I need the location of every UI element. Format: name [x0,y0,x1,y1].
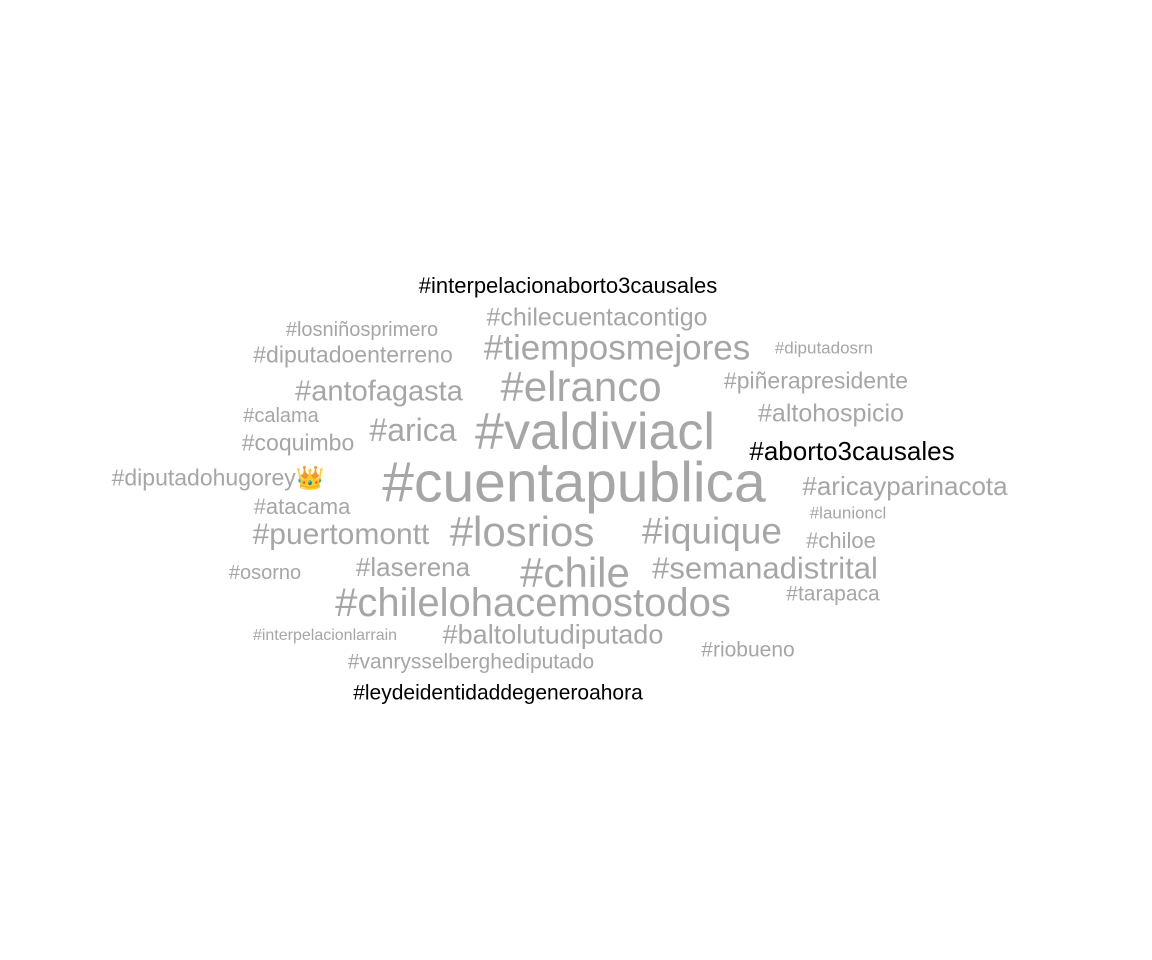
word-launioncl: #launioncl [809,503,887,523]
word-elranco: #elranco [500,363,662,410]
word-puertomontt: #puertomontt [252,518,430,551]
word-semanadistrital: #semanadistrital [652,550,878,586]
word-riobueno: #riobueno [701,638,795,662]
word-arica: #arica [369,412,457,448]
word-diputadohugorey: #diputadohugorey👑 [111,464,325,491]
word-chile: #chile [520,549,630,596]
word-valdiviacl: #valdiviacl [475,403,715,461]
word-aricayparinacota: #aricayparinacota [802,471,1008,501]
word-chilelohacemostodos: #chilelohacemostodos [335,581,731,625]
word-coquimbo: #coquimbo [241,429,355,456]
word-osorno: #osorno [228,562,302,584]
word-baltolutudiputado: #baltolutudiputado [442,619,664,650]
word-altohospicio: #altohospicio [758,399,904,428]
word-calama: #calama [243,405,319,427]
word-iquique: #iquique [642,510,782,552]
word-tarapaca: #tarapaca [786,582,880,606]
word-chilecuentacontigo: #chilecuentacontigo [486,303,708,332]
word-atacama: #atacama [253,494,351,519]
word-aborto3causales: #aborto3causales [749,436,955,466]
word-diputadosrn: #diputadosrn [774,338,874,358]
word-vanrysselberghediputado: #vanrysselberghediputado [347,650,595,674]
word-interpelacionaborto3causales: #interpelacionaborto3causales [418,273,718,298]
word-laserena: #laserena [355,552,471,582]
word-losninosprimero: #losniñosprimero [285,319,439,341]
word-pinerapresidente: #piñerapresidente [723,367,909,394]
word-leydeidentidaddegeneroahora: #leydeidentidaddegeneroahora [353,681,643,705]
word-tiemposmejores: #tiemposmejores [483,328,751,368]
word-chiloe: #chiloe [806,528,876,553]
word-interpelacionlarrain: #interpelacionlarrain [252,627,398,644]
word-losrios: #losrios [449,508,595,555]
word-cuentapublica: #cuentapublica [382,450,766,515]
word-antofagasta: #antofagasta [295,375,463,408]
word-diputadoenterreno: #diputadoenterreno [253,341,453,368]
